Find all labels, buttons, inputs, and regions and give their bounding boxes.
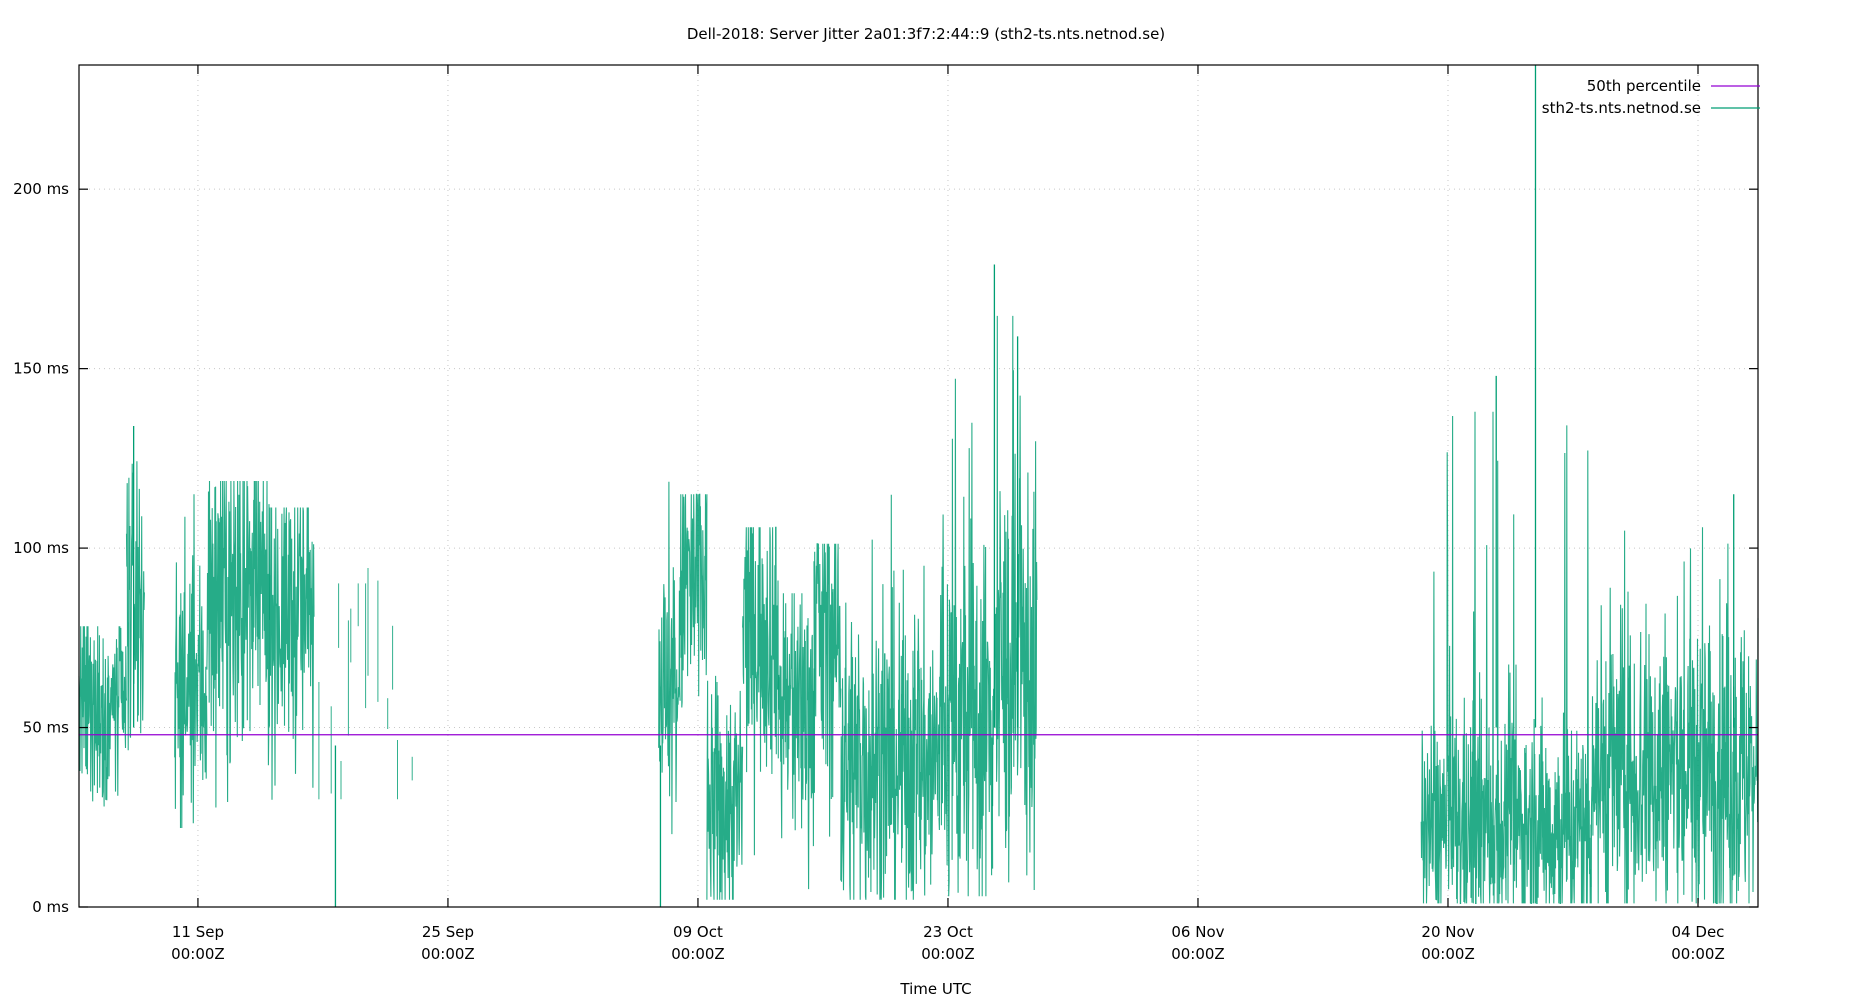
series-sth2-ts — [78, 65, 1759, 907]
legend-item-sth2-ts: sth2-ts.nts.netnod.se — [1542, 99, 1760, 117]
y-axis-labels: 0 ms 50 ms 100 ms 150 ms 200 ms — [13, 180, 69, 916]
chart-title: Dell-2018: Server Jitter 2a01:3f7:2:44::… — [687, 25, 1165, 43]
x-tick-label-time: 00:00Z — [921, 945, 975, 963]
x-tick-label-time: 00:00Z — [171, 945, 225, 963]
legend: 50th percentile sth2-ts.nts.netnod.se — [1542, 77, 1760, 117]
x-tick-label-time: 00:00Z — [1171, 945, 1225, 963]
x-tick-label-time: 00:00Z — [421, 945, 475, 963]
x-tick-label-date: 20 Nov — [1421, 923, 1474, 941]
x-tick-label-date: 04 Dec — [1672, 923, 1725, 941]
x-axis-title: Time UTC — [899, 980, 971, 998]
y-tick-label: 0 ms — [32, 898, 69, 916]
legend-label: sth2-ts.nts.netnod.se — [1542, 99, 1701, 117]
y-tick-label: 100 ms — [13, 539, 69, 557]
y-tick-label: 200 ms — [13, 180, 69, 198]
plot-frame — [78, 64, 1759, 908]
x-axis-labels: 11 Sep 00:00Z 25 Sep 00:00Z 09 Oct 00:00Z 23 O… — [171, 923, 1725, 963]
y-tick-label: 50 ms — [23, 719, 69, 737]
legend-item-50th-percentile: 50th percentile — [1587, 77, 1760, 95]
legend-label: 50th percentile — [1587, 77, 1701, 95]
x-tick-label-date: 06 Nov — [1171, 923, 1224, 941]
x-tick-label-time: 00:00Z — [1421, 945, 1475, 963]
x-tick-label-time: 00:00Z — [1671, 945, 1725, 963]
x-tick-label-date: 25 Sep — [422, 923, 474, 941]
x-tick-label-time: 00:00Z — [671, 945, 725, 963]
grid-lines — [79, 65, 1758, 907]
x-tick-label-date: 11 Sep — [172, 923, 224, 941]
x-tick-label-date: 09 Oct — [673, 923, 723, 941]
y-tick-label: 150 ms — [13, 360, 69, 378]
axis-ticks — [79, 65, 1758, 908]
x-tick-label-date: 23 Oct — [923, 923, 973, 941]
